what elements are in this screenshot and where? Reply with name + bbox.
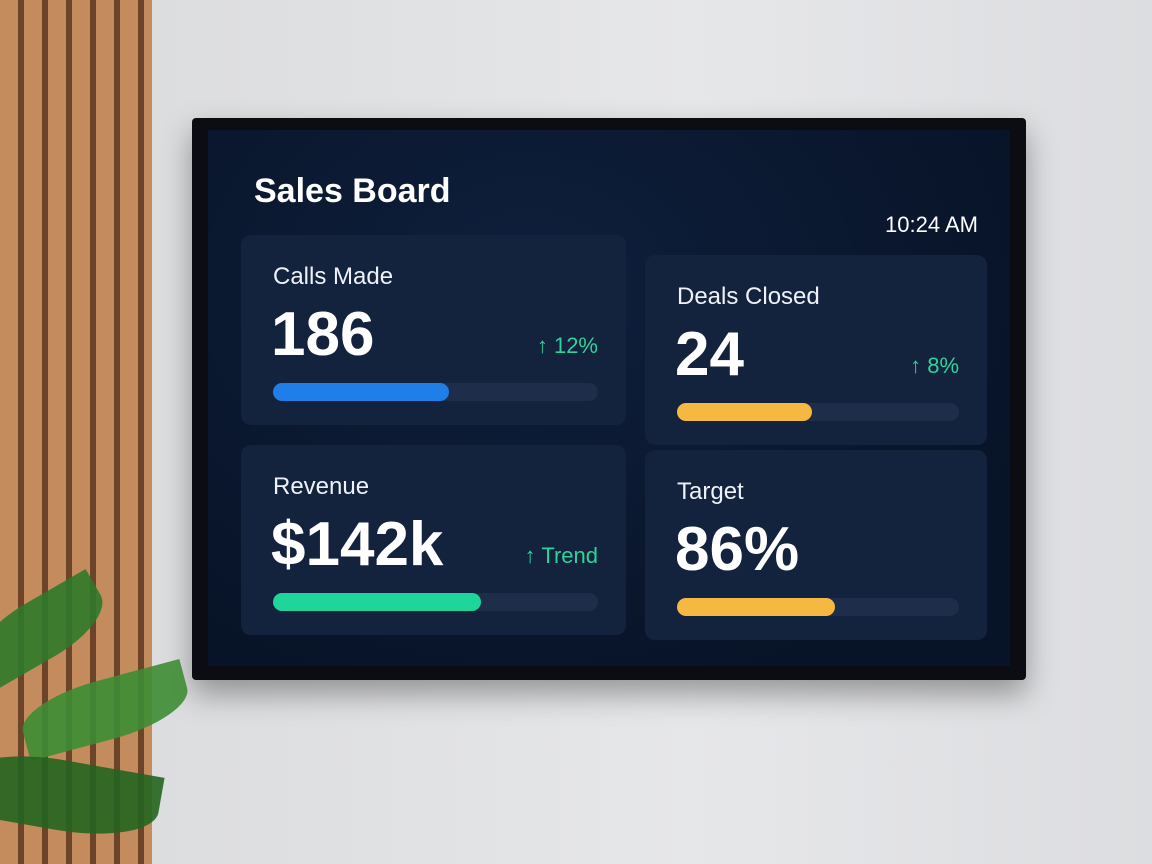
kpi-label: Target	[677, 478, 744, 505]
kpi-value: $142k	[271, 510, 444, 579]
progress-track	[677, 403, 959, 421]
kpi-card: Calls Made 186 ↑ 12%	[241, 235, 626, 425]
kpi-label: Deals Closed	[677, 283, 820, 310]
progress-track	[273, 383, 598, 401]
progress-fill	[273, 593, 481, 611]
progress-fill	[273, 383, 449, 401]
up-arrow: ↑	[524, 543, 542, 568]
kpi-label: Revenue	[273, 473, 370, 500]
title: Sales Board	[254, 172, 451, 210]
up-arrow: ↑	[536, 333, 554, 358]
progress-track	[273, 593, 598, 611]
delta-text: Trend	[541, 543, 598, 568]
progress-fill	[677, 598, 835, 616]
kpi-value: 86%	[675, 515, 800, 584]
kpi-delta: ↑ 8%	[910, 353, 959, 379]
kpi-card: Deals Closed 24 ↑ 8%	[645, 255, 987, 445]
kpi-value: 24	[675, 320, 744, 389]
delta-text: 8%	[927, 353, 959, 378]
progress-fill	[677, 403, 813, 421]
kpi-value: 186	[271, 300, 375, 369]
tv: Sales Board 10:24 AM Calls Made 186 ↑ 12% D…	[192, 118, 1026, 680]
clock: 10:24 AM	[885, 212, 978, 237]
screen: Sales Board 10:24 AM Calls Made 186 ↑ 12% D…	[208, 130, 1010, 666]
kpi-delta: ↑ Trend	[525, 543, 598, 569]
kpi-label: Calls Made	[273, 263, 394, 290]
kpi-card: Revenue $142k ↑ Trend	[241, 445, 626, 635]
up-arrow: ↑	[910, 353, 928, 378]
progress-track	[677, 598, 959, 616]
kpi-card: Target 86%	[645, 450, 987, 640]
delta-text: 12%	[553, 333, 598, 358]
kpi-delta: ↑ 12%	[537, 333, 598, 359]
